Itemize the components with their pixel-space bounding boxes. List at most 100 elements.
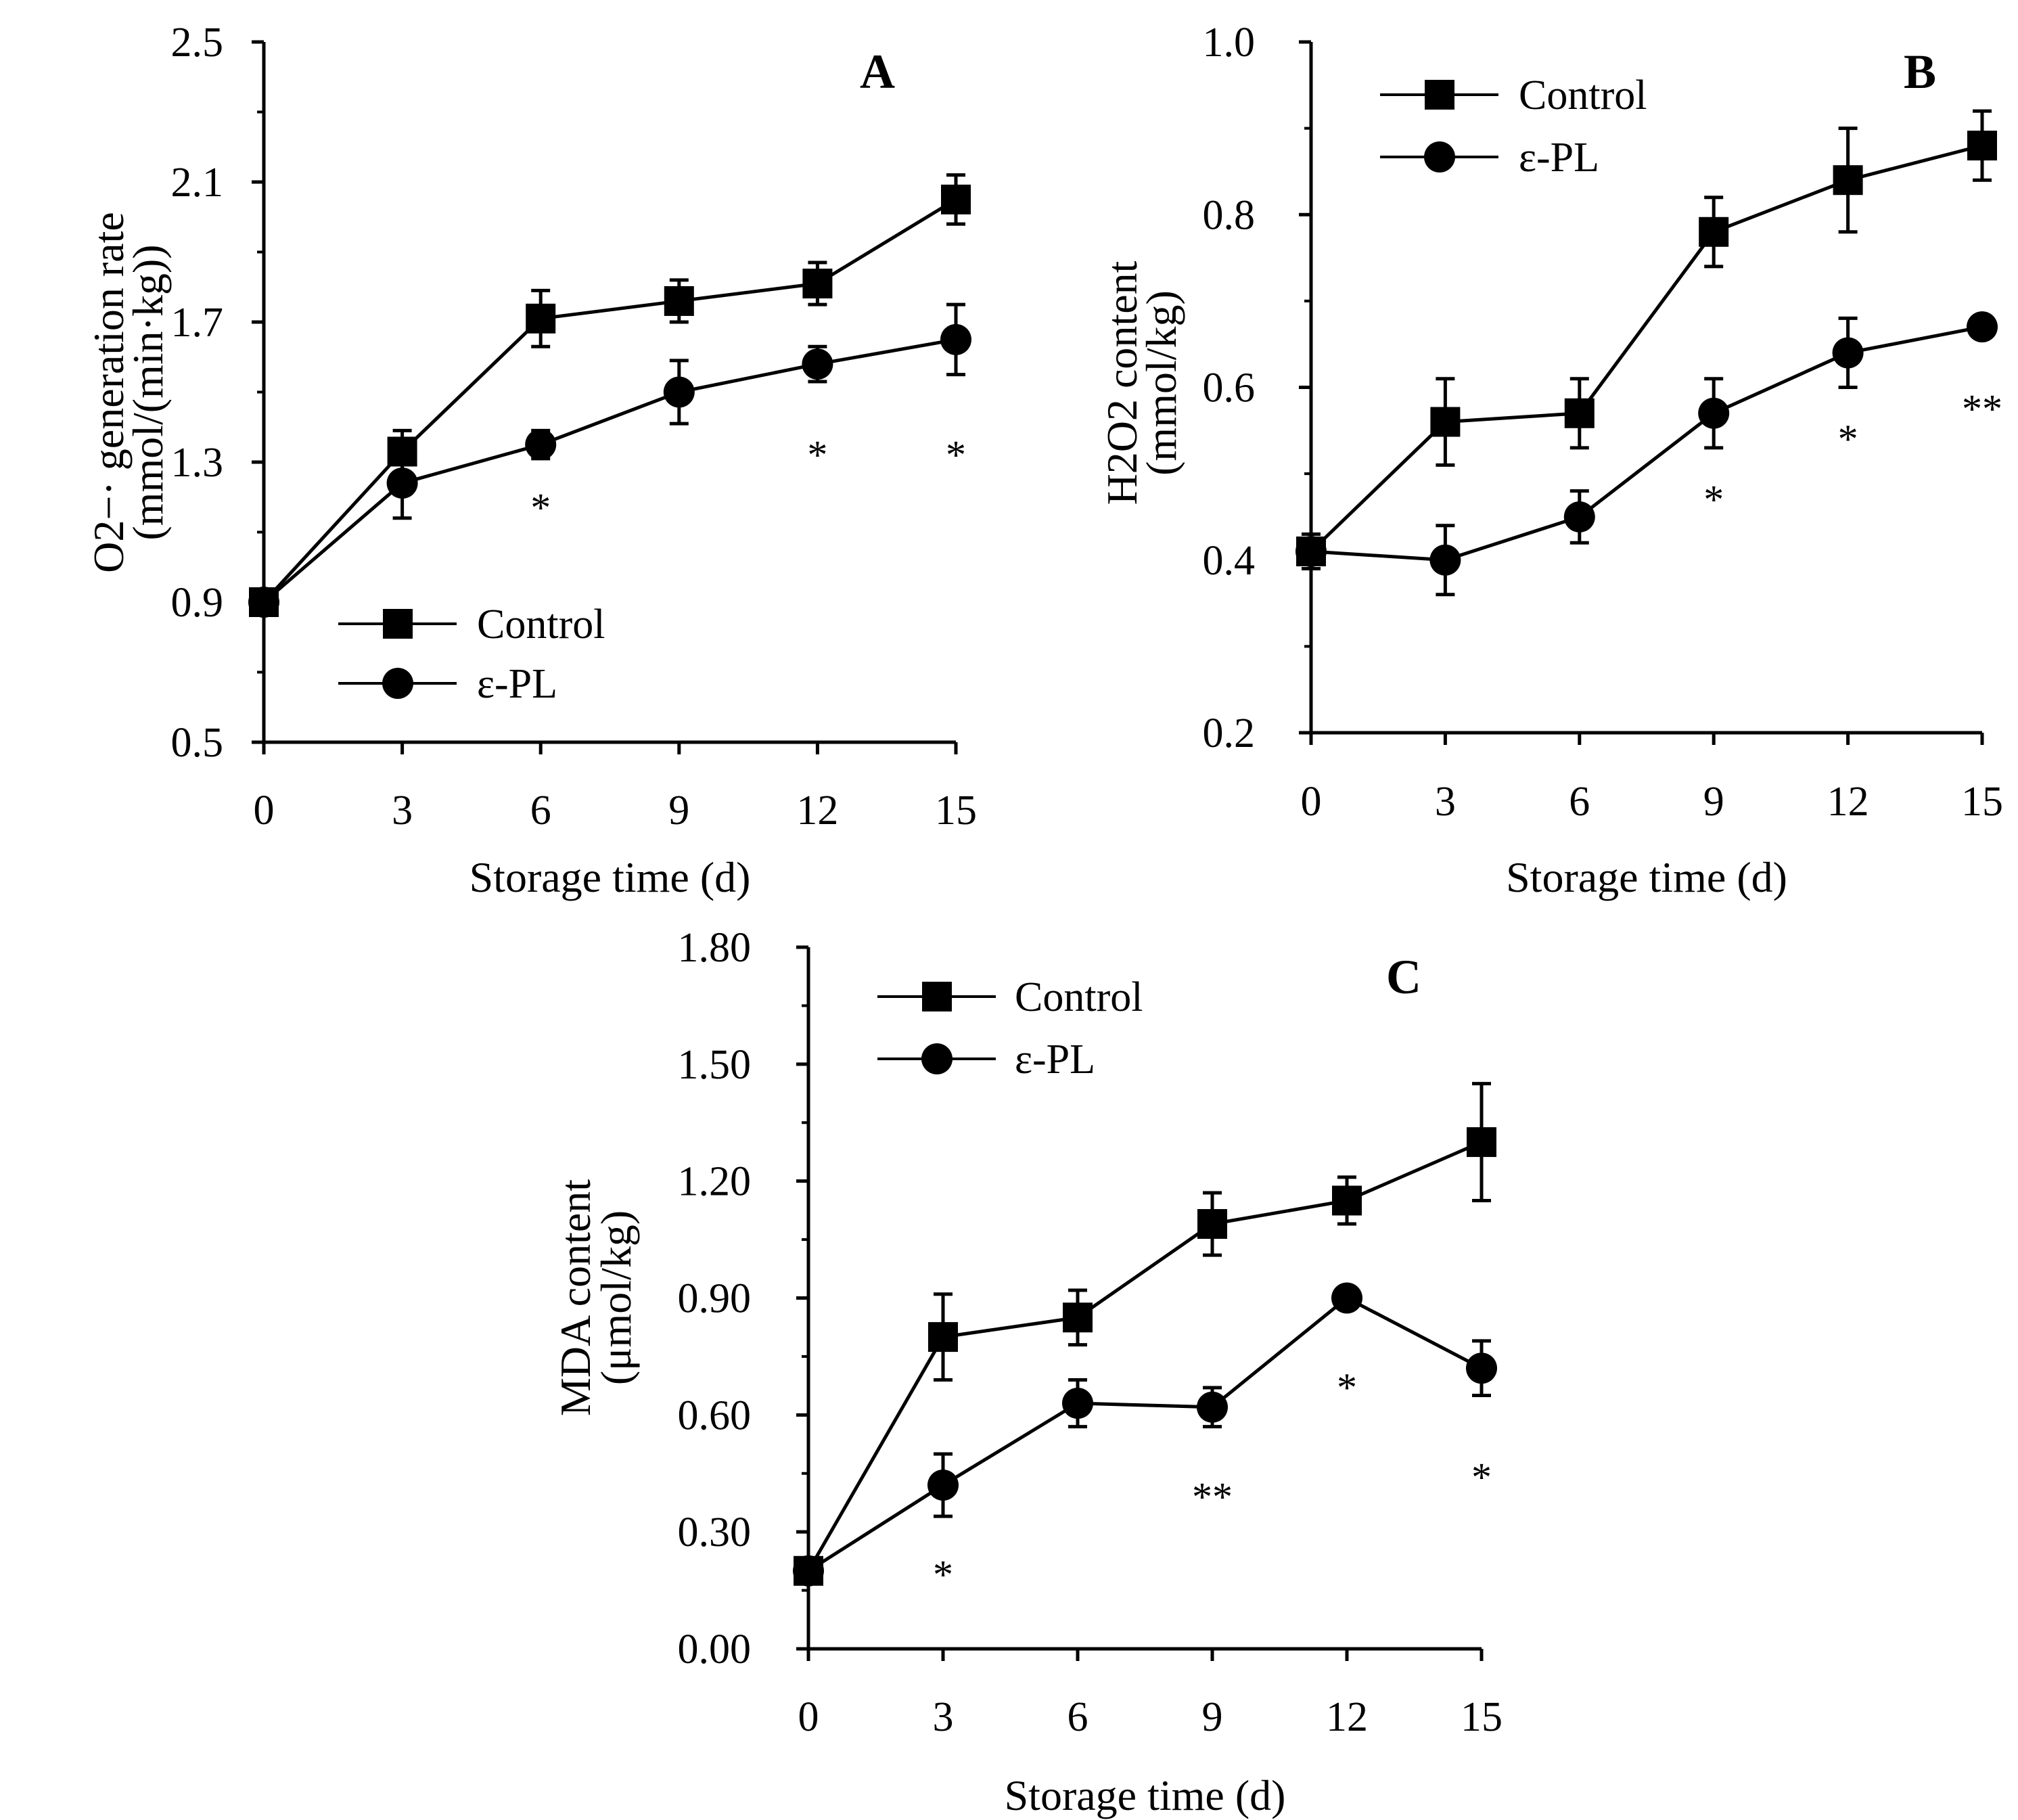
series-epl (248, 302, 971, 618)
y-tick-label: 1.80 (678, 925, 752, 971)
data-point-circle (793, 1555, 824, 1587)
x-axis-title: Storage time (d) (1506, 853, 1787, 901)
data-point-circle (1295, 535, 1327, 567)
data-point-circle (1062, 1388, 1093, 1419)
legend-marker-circle (382, 668, 413, 699)
x-tick-label: 9 (668, 788, 689, 834)
x-tick-label: 3 (1435, 779, 1456, 825)
y-tick-label: 1.3 (171, 440, 224, 486)
significance-mark: * (807, 433, 827, 478)
x-tick-label: 12 (1326, 1694, 1368, 1740)
data-point-circle (940, 323, 971, 355)
significance-mark: ** (1192, 1474, 1233, 1519)
data-point-circle (1967, 311, 1998, 343)
legend: Control ε-PL (1380, 72, 1647, 181)
legend-label: Control (477, 601, 605, 647)
significance-mark: * (1838, 417, 1858, 461)
y-tick-label: 1.7 (171, 300, 224, 346)
legend-marker-circle (1424, 141, 1455, 173)
data-point-circle (1563, 501, 1595, 532)
data-point-circle (1197, 1391, 1228, 1423)
y-tick-label: 0.6 (1203, 365, 1256, 411)
significance-mark: * (1337, 1365, 1357, 1410)
data-point-circle (802, 348, 833, 380)
x-tick-label: 3 (392, 788, 413, 834)
x-tick-label: 6 (1569, 779, 1590, 825)
y-axis-title-line2: (mmol/kg) (1137, 290, 1185, 476)
series-control (249, 173, 971, 617)
x-tick-label: 12 (1827, 779, 1869, 825)
x-tick-label: 0 (254, 788, 275, 834)
data-point-circle (663, 376, 695, 408)
data-point-square (526, 303, 556, 334)
x-tick-label: 9 (1703, 779, 1724, 825)
y-tick-label: 2.5 (171, 20, 224, 66)
data-point-square (928, 1322, 958, 1352)
legend-marker-square (1425, 80, 1454, 110)
data-point-square (802, 269, 833, 299)
data-point-circle (1466, 1352, 1497, 1384)
legend-marker-square (922, 982, 952, 1011)
chart-panel-A: 0.5 0.9 1.3 1.7 2.1 2.5 0 3 6 9 12 15 Storage time (… (85, 20, 977, 901)
data-point-circle (386, 468, 418, 499)
y-tick-label: 0.00 (678, 1626, 752, 1673)
y-tick-label: 1.20 (678, 1159, 752, 1205)
series-line (806, 1140, 1482, 1572)
data-point-circle (1331, 1282, 1362, 1314)
legend: Control ε-PL (338, 601, 605, 707)
series-line (1310, 143, 1983, 553)
x-tick-label: 3 (933, 1694, 954, 1740)
y-tick-label: 0.5 (171, 720, 224, 766)
y-tick-label: 0.30 (678, 1509, 752, 1555)
x-axis-title: Storage time (d) (469, 853, 751, 901)
y-axis-title-line2: (mmol/(min·kg)) (124, 244, 172, 540)
data-point-square (941, 184, 971, 214)
y-axis-title-line1: H2O2 content (1098, 260, 1146, 505)
x-axis-title: Storage time (d) (1005, 1771, 1286, 1819)
significance-mark: * (530, 485, 551, 530)
data-point-circle (1698, 397, 1730, 429)
x-tick-label: 6 (530, 788, 551, 834)
chart-panel-C: 0.00 0.30 0.60 0.90 1.20 1.50 1.80 0 3 6 9 12 15 Stor… (551, 925, 1503, 1819)
y-axis-title-line1: O2−· generation rate (85, 212, 133, 573)
series-line (807, 1296, 1483, 1572)
legend-label: Control (1015, 974, 1143, 1020)
legend-label: ε-PL (477, 661, 557, 707)
legend: Control ε-PL (877, 974, 1143, 1083)
x-tick-label: 15 (1961, 779, 2003, 825)
y-axis-title-line2: (μmol/kg) (592, 1210, 640, 1385)
data-point-circle (927, 1470, 959, 1501)
significance-mark: ** (1962, 386, 2002, 431)
significance-mark: * (933, 1553, 953, 1597)
legend-marker-circle (921, 1043, 953, 1074)
x-tick-label: 9 (1202, 1694, 1223, 1740)
x-tick-label: 15 (935, 788, 977, 834)
data-point-square (1430, 407, 1461, 437)
data-point-square (1063, 1302, 1093, 1333)
series-control (1296, 109, 1997, 571)
x-tick-label: 0 (1301, 779, 1322, 825)
data-point-circle (1429, 544, 1461, 576)
series-control (794, 1082, 1496, 1586)
x-tick-label: 12 (796, 788, 838, 834)
series-line (262, 338, 957, 604)
y-tick-label: 0.9 (171, 580, 224, 626)
legend-label: Control (1519, 72, 1647, 118)
significance-mark: * (1703, 477, 1724, 522)
data-point-circle (525, 429, 557, 461)
series-epl (793, 1282, 1497, 1587)
x-tick-label: 6 (1068, 1694, 1088, 1740)
data-point-square (664, 286, 694, 316)
panel-label: B (1904, 45, 1936, 99)
y-tick-label: 0.90 (678, 1276, 752, 1322)
y-axis-title-line1: MDA content (551, 1179, 599, 1416)
data-point-square (1564, 398, 1595, 428)
legend-label: ε-PL (1519, 135, 1599, 181)
series-line (262, 198, 957, 604)
y-tick-label: 1.50 (678, 1042, 752, 1088)
data-point-square (1467, 1127, 1496, 1158)
x-tick-label: 15 (1461, 1694, 1503, 1740)
y-tick-label: 0.4 (1203, 538, 1256, 584)
data-point-square (1197, 1209, 1227, 1239)
